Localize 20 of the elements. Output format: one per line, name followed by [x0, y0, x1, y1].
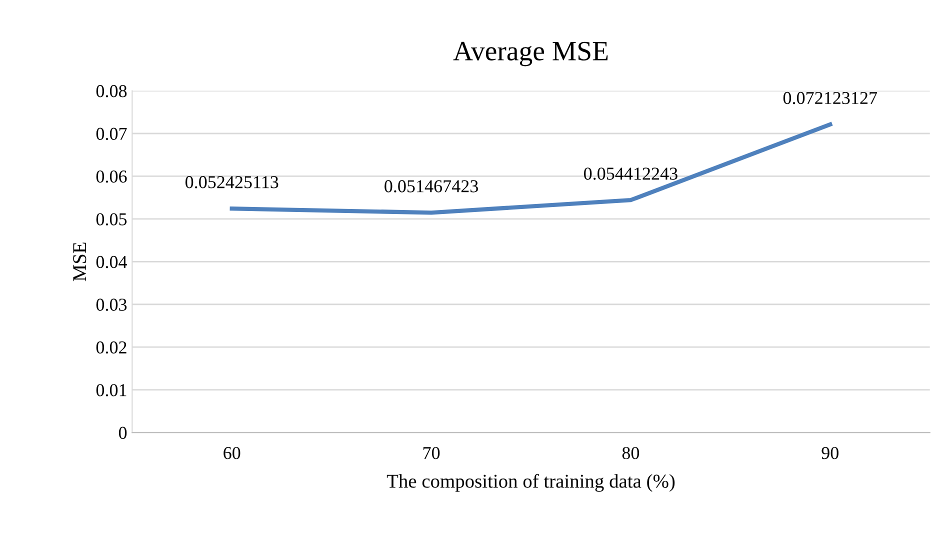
- chart-title: Average MSE: [453, 42, 608, 66]
- y-tick-label: 0.03: [96, 298, 127, 311]
- y-tick-label: 0: [118, 426, 127, 439]
- data-label: 0.054412243: [584, 168, 678, 180]
- x-tick-label: 60: [224, 446, 240, 460]
- x-axis-title: The composition of training data (%): [386, 474, 675, 492]
- y-tick-label: 0.07: [96, 128, 127, 140]
- y-tick-label: 0.04: [96, 256, 128, 268]
- data-label: 0.051467423: [384, 180, 478, 192]
- data-label: 0.072123127: [783, 92, 878, 104]
- y-tick-label: 0.08: [96, 85, 127, 98]
- x-tick-label: 70: [423, 446, 440, 460]
- y-axis-title: MSE: [73, 242, 86, 282]
- y-tick-label: 0.05: [96, 213, 127, 226]
- y-tick-label: 0.06: [96, 170, 127, 183]
- x-tick-label: 90: [822, 446, 838, 460]
- data-label: 0.052425113: [186, 176, 278, 188]
- y-tick-label: 0.02: [96, 341, 126, 354]
- x-tick-label: 80: [622, 446, 640, 460]
- y-tick-label: 0.01: [96, 384, 126, 396]
